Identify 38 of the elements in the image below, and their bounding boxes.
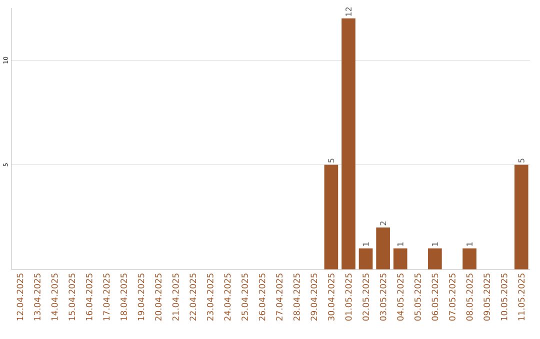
x-tick-label: 07.05.2025 (449, 274, 456, 321)
bar (324, 164, 338, 270)
x-tick-label: 16.04.2025 (86, 274, 92, 320)
bar (342, 18, 356, 270)
x-tick-label: 24.04.2025 (224, 274, 231, 321)
x-tick-label: 27.04.2025 (276, 274, 283, 321)
bar (393, 248, 408, 270)
bar (428, 248, 442, 270)
bar (376, 227, 390, 270)
x-tick-label: 08.05.2025 (466, 274, 473, 321)
x-tick-label: 02.05.2025 (362, 274, 369, 321)
x-tick-label: 23.04.2025 (206, 274, 214, 321)
x-tick-label: 20.04.2025 (155, 274, 162, 321)
x-tick-label: 15.04.2025 (68, 274, 76, 320)
bar (462, 248, 476, 270)
x-tick-label: 19.04.2025 (138, 274, 144, 320)
x-tick-label: 25.04.2025 (242, 274, 248, 321)
x-tick-label: 13.04.2025 (34, 274, 40, 320)
x-tick-label: 21.04.2025 (172, 274, 179, 321)
x-tick-label: 04.05.2025 (397, 274, 404, 321)
x-tick-label: 10.05.2025 (500, 274, 508, 320)
x-tick-label: 05.05.2025 (414, 274, 421, 321)
x-tick-label: 06.05.2025 (432, 274, 438, 321)
x-tick-label: 22.04.2025 (190, 274, 196, 321)
x-tick-label: 26.04.2025 (258, 274, 266, 321)
x-tick-label: 30.04.2025 (328, 274, 334, 320)
bar (514, 164, 528, 270)
x-tick-label: 11.05.2025 (518, 274, 525, 320)
x-tick-label: 14.04.2025 (51, 274, 58, 320)
x-tick-label: 09.05.2025 (484, 274, 490, 321)
x-tick-label: 29.04.2025 (310, 274, 318, 321)
x-tick-label: 12.04.2025 (16, 274, 24, 320)
x-tick-label: 18.04.2025 (120, 274, 127, 320)
x-tick-label: 28.04.2025 (293, 274, 300, 321)
x-tick-label: 01.05.2025 (345, 274, 352, 321)
x-tick-label: 17.04.2025 (103, 274, 110, 320)
x-tick-label: 03.05.2025 (380, 274, 386, 321)
bar (358, 248, 373, 270)
